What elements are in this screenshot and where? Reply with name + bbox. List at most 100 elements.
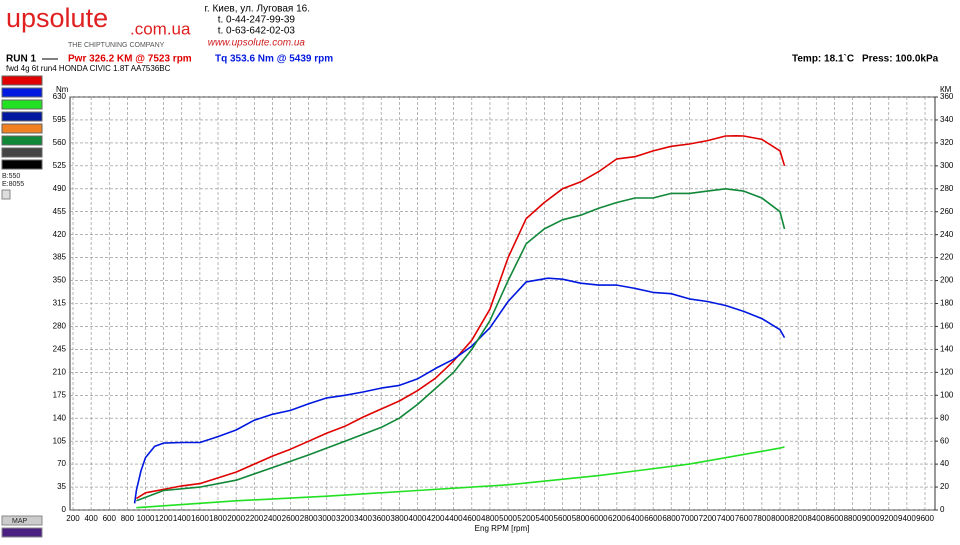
legend-swatch[interactable] <box>1 527 43 538</box>
x-tick-label: 3600 <box>372 514 390 523</box>
address: г. Киев, ул. Луговая 16. <box>204 4 310 15</box>
legend-swatch[interactable] <box>1 123 43 134</box>
x-tick-label: 8800 <box>844 514 862 523</box>
x-tick-label: 3000 <box>318 514 336 523</box>
y2-tick-label: 320 <box>940 138 954 147</box>
x-tick-label: 6000 <box>590 514 608 523</box>
x-tick-label: 6200 <box>608 514 626 523</box>
x-tick-label: 8600 <box>825 514 843 523</box>
y2-tick-label: 340 <box>940 115 954 124</box>
y-tick-label: 455 <box>53 207 67 216</box>
x-tick-label: 2800 <box>300 514 318 523</box>
x-tick-label: 4000 <box>409 514 427 523</box>
y-tick-label: 490 <box>53 184 67 193</box>
legend-swatch[interactable] <box>1 135 43 146</box>
legend-swatch[interactable] <box>1 111 43 122</box>
x-tick-label: 8200 <box>789 514 807 523</box>
y-tick-label: 420 <box>53 230 67 239</box>
phone: t. 0-44-247-99-39 <box>218 15 296 26</box>
y2-tick-label: 260 <box>940 207 954 216</box>
x-tick-label: 4600 <box>463 514 481 523</box>
website: www.upsolute.com.ua <box>208 38 306 49</box>
y2-tick-label: 80 <box>940 413 949 422</box>
legend-swatch[interactable] <box>1 99 43 110</box>
x-tick-label: 9200 <box>880 514 898 523</box>
x-tick-label: 7000 <box>680 514 698 523</box>
y-tick-label: 525 <box>53 161 67 170</box>
x-tick-label: 5600 <box>554 514 572 523</box>
x-tick-label: 8400 <box>807 514 825 523</box>
y2-tick-label: 300 <box>940 161 954 170</box>
y-tick-label: 595 <box>53 115 67 124</box>
legend-swatch[interactable] <box>1 87 43 98</box>
x-tick-label: 4400 <box>445 514 463 523</box>
y-tick-label: 0 <box>62 505 67 514</box>
y2-tick-label: 140 <box>940 344 954 353</box>
series-line <box>136 446 785 509</box>
x-tick-label: 600 <box>103 514 117 523</box>
x-axis-label: Eng RPM [rpm] <box>475 524 530 533</box>
x-tick-label: 6400 <box>626 514 644 523</box>
y2-tick-label: 180 <box>940 299 954 308</box>
y-tick-label: 350 <box>53 276 67 285</box>
y-tick-label: 385 <box>53 253 67 262</box>
y-tick-label: 315 <box>53 299 67 308</box>
y2-tick-label: 20 <box>940 482 949 491</box>
y-tick-label: 105 <box>53 436 67 445</box>
x-tick-label: 5400 <box>535 514 553 523</box>
y2-axis-label: КМ <box>940 85 952 94</box>
y2-tick-label: 100 <box>940 390 954 399</box>
x-tick-label: 9000 <box>862 514 880 523</box>
logo: upsolute <box>6 3 108 33</box>
panel-button[interactable] <box>1 189 11 200</box>
torque-peak: Tq 353.6 Nm @ 5439 rpm <box>215 54 333 65</box>
x-tick-label: 1600 <box>191 514 209 523</box>
x-tick-label: 7600 <box>735 514 753 523</box>
x-tick-label: 2400 <box>264 514 282 523</box>
end-rpm: E:8055 <box>2 181 24 188</box>
run-label: RUN 1 <box>6 54 36 65</box>
y2-tick-label: 0 <box>940 505 945 514</box>
x-tick-label: 5800 <box>572 514 590 523</box>
y-tick-label: 280 <box>53 322 67 331</box>
y-tick-label: 245 <box>53 344 67 353</box>
y2-tick-label: 360 <box>940 92 954 101</box>
map-label: MAP <box>12 518 28 525</box>
x-tick-label: 5200 <box>517 514 535 523</box>
y2-tick-label: 280 <box>940 184 954 193</box>
y-tick-label: 140 <box>53 413 67 422</box>
y-tick-label: 175 <box>53 390 67 399</box>
y2-tick-label: 240 <box>940 230 954 239</box>
x-tick-label: 7200 <box>699 514 717 523</box>
legend-swatch[interactable] <box>1 159 43 170</box>
x-tick-label: 4200 <box>427 514 445 523</box>
x-tick-label: 3200 <box>336 514 354 523</box>
phone: t. 0-63-642-02-03 <box>218 26 296 37</box>
x-tick-label: 1200 <box>155 514 173 523</box>
series-line <box>133 277 786 504</box>
y2-tick-label: 220 <box>940 253 954 262</box>
x-tick-label: 7800 <box>753 514 771 523</box>
x-tick-label: 200 <box>66 514 80 523</box>
y2-tick-label: 40 <box>940 459 949 468</box>
legend-panel: B:550 E:8055 MAP <box>1 75 43 538</box>
x-tick-label: 1800 <box>209 514 227 523</box>
x-tick-label: 9400 <box>898 514 916 523</box>
x-tick-label: 3400 <box>354 514 372 523</box>
x-tick-label: 6600 <box>644 514 662 523</box>
power-peak: Pwr 326.2 KM @ 7523 rpm <box>68 54 192 65</box>
map-button[interactable] <box>1 515 43 526</box>
x-tick-label: 3800 <box>390 514 408 523</box>
legend-swatch[interactable] <box>1 75 43 86</box>
x-tick-label: 9600 <box>916 514 934 523</box>
temperature: Temp: 18.1`C <box>792 54 854 65</box>
x-tick-label: 800 <box>121 514 135 523</box>
y-tick-label: 630 <box>53 92 67 101</box>
y-tick-label: 560 <box>53 138 67 147</box>
legend-swatch[interactable] <box>1 147 43 158</box>
description: fwd 4g 6t run4 HONDA CIVIC 1.8T AA7536BC <box>6 64 171 73</box>
x-tick-label: 1000 <box>137 514 155 523</box>
